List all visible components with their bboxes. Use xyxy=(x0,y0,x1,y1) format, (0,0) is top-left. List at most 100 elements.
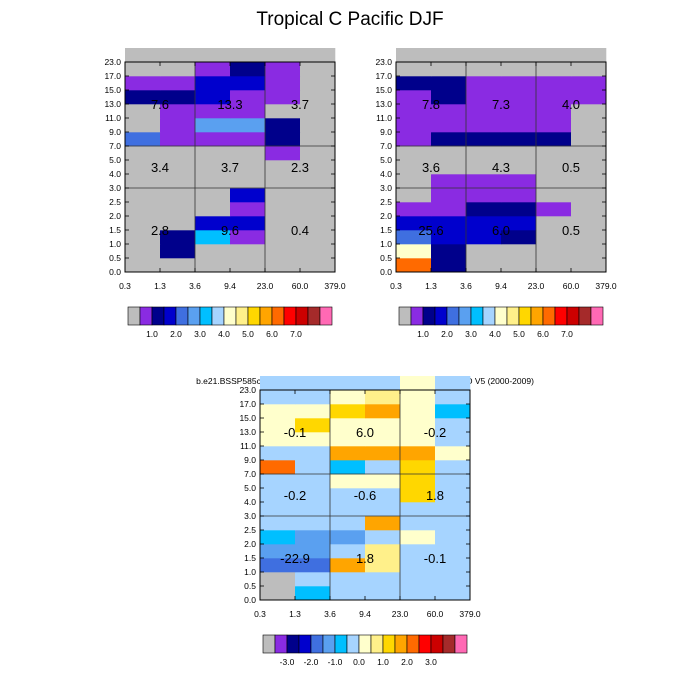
colorbar-box xyxy=(163,306,177,326)
heatmap-cell xyxy=(230,244,266,259)
heatmap-cell xyxy=(125,62,161,77)
heatmap-cell xyxy=(466,216,502,231)
x-tick-label: 379.0 xyxy=(459,609,481,619)
heatmap-cell xyxy=(260,376,296,391)
heatmap-cell xyxy=(265,48,301,63)
y-tick-label: 2.0 xyxy=(380,211,392,221)
y-tick-label: 15.0 xyxy=(375,85,392,95)
group-value-label: 4.0 xyxy=(562,97,580,112)
heatmap-cell xyxy=(265,188,301,203)
colorbar-label: 2.0 xyxy=(401,657,413,667)
heatmap-cell xyxy=(571,258,607,273)
colorbar-box xyxy=(235,306,249,326)
y-tick-label: 15.0 xyxy=(239,413,256,423)
heatmap-cell xyxy=(230,174,266,189)
heatmap-cell xyxy=(300,90,336,105)
y-tick-label: 4.0 xyxy=(244,497,256,507)
heatmap-cell xyxy=(396,76,432,91)
heatmap-cell xyxy=(265,62,301,77)
heatmap-cell xyxy=(571,244,607,259)
heatmap-cell xyxy=(295,502,331,517)
colorbar-label: 1.0 xyxy=(417,329,429,339)
colorbar-label: 7.0 xyxy=(290,329,302,339)
heatmap-cell xyxy=(466,146,502,161)
heatmap-cell xyxy=(431,244,467,259)
heatmap-cell xyxy=(160,76,196,91)
heatmap-cell xyxy=(536,216,572,231)
heatmap-cell xyxy=(365,558,401,573)
y-tick-label: 1.5 xyxy=(109,225,121,235)
heatmap-cell xyxy=(466,202,502,217)
colorbar-label: 1.0 xyxy=(377,657,389,667)
colorbar-label: 3.0 xyxy=(465,329,477,339)
heatmap-cell xyxy=(265,230,301,245)
heatmap-cell xyxy=(265,216,301,231)
heatmap-cell xyxy=(295,586,331,601)
colorbar-label: 1.0 xyxy=(146,329,158,339)
heatmap-cell xyxy=(431,188,467,203)
heatmap-cell xyxy=(365,418,401,433)
group-value-label: 6.0 xyxy=(356,425,374,440)
heatmap-cell xyxy=(160,202,196,217)
heatmap-cell xyxy=(571,216,607,231)
heatmap-cell xyxy=(330,474,366,489)
heatmap-cell xyxy=(300,104,336,119)
heatmap-cell xyxy=(260,488,296,503)
heatmap-cell xyxy=(230,258,266,273)
heatmap-cell xyxy=(431,118,467,133)
colorbar-box xyxy=(319,306,333,326)
y-tick-label: 3.0 xyxy=(380,183,392,193)
heatmap-cell xyxy=(466,118,502,133)
heatmap-cell xyxy=(435,586,471,601)
group-value-label: 4.3 xyxy=(492,160,510,175)
y-tick-label: 17.0 xyxy=(104,71,121,81)
heatmap-cell xyxy=(431,132,467,147)
y-tick-label: 0.0 xyxy=(380,267,392,277)
heatmap-cell xyxy=(260,432,296,447)
heatmap-cell xyxy=(265,132,301,147)
heatmap-cell xyxy=(536,118,572,133)
group-value-label: 7.6 xyxy=(151,97,169,112)
heatmap-cell xyxy=(365,446,401,461)
colorbar-label: 4.0 xyxy=(489,329,501,339)
heatmap-cell xyxy=(365,544,401,559)
heatmap-cell xyxy=(300,188,336,203)
colorbar-box xyxy=(530,306,544,326)
colorbar-box xyxy=(283,306,297,326)
y-tick-label: 11.0 xyxy=(105,113,121,123)
colorbar-box xyxy=(247,306,261,326)
heatmap-cell xyxy=(125,160,161,175)
group-value-label: 0.5 xyxy=(562,160,580,175)
group-value-label: 2.3 xyxy=(291,160,309,175)
heatmap-cell xyxy=(435,530,471,545)
heatmap-cell xyxy=(230,62,266,77)
heatmap-cell xyxy=(501,216,537,231)
y-tick-label: 7.0 xyxy=(244,469,256,479)
heatmap-cell xyxy=(260,474,296,489)
heatmap-cell xyxy=(400,586,436,601)
heatmap-cell xyxy=(230,76,266,91)
colorbar-box xyxy=(418,634,432,654)
heatmap-cell xyxy=(466,188,502,203)
group-value-label: 9.6 xyxy=(221,223,239,238)
heatmap-cell xyxy=(501,258,537,273)
heatmap-cell xyxy=(160,174,196,189)
y-tick-label: 0.5 xyxy=(244,581,256,591)
heatmap-cell xyxy=(160,244,196,259)
colorbar-box xyxy=(199,306,213,326)
heatmap-cell xyxy=(501,118,537,133)
heatmap-cell xyxy=(400,432,436,447)
group-value-label: -0.1 xyxy=(424,551,446,566)
heatmap-cell xyxy=(571,132,607,147)
heatmap-cell xyxy=(396,118,432,133)
group-value-label: -0.6 xyxy=(354,488,376,503)
colorbar-box xyxy=(554,306,568,326)
heatmap-cell xyxy=(195,118,231,133)
x-tick-label: 3.6 xyxy=(189,281,201,291)
heatmap-cell xyxy=(195,202,231,217)
heatmap-cell xyxy=(396,90,432,105)
heatmap-cell xyxy=(396,230,432,245)
heatmap-cell xyxy=(466,62,502,77)
colorbar-box xyxy=(358,634,372,654)
y-tick-label: 0.5 xyxy=(109,253,121,263)
